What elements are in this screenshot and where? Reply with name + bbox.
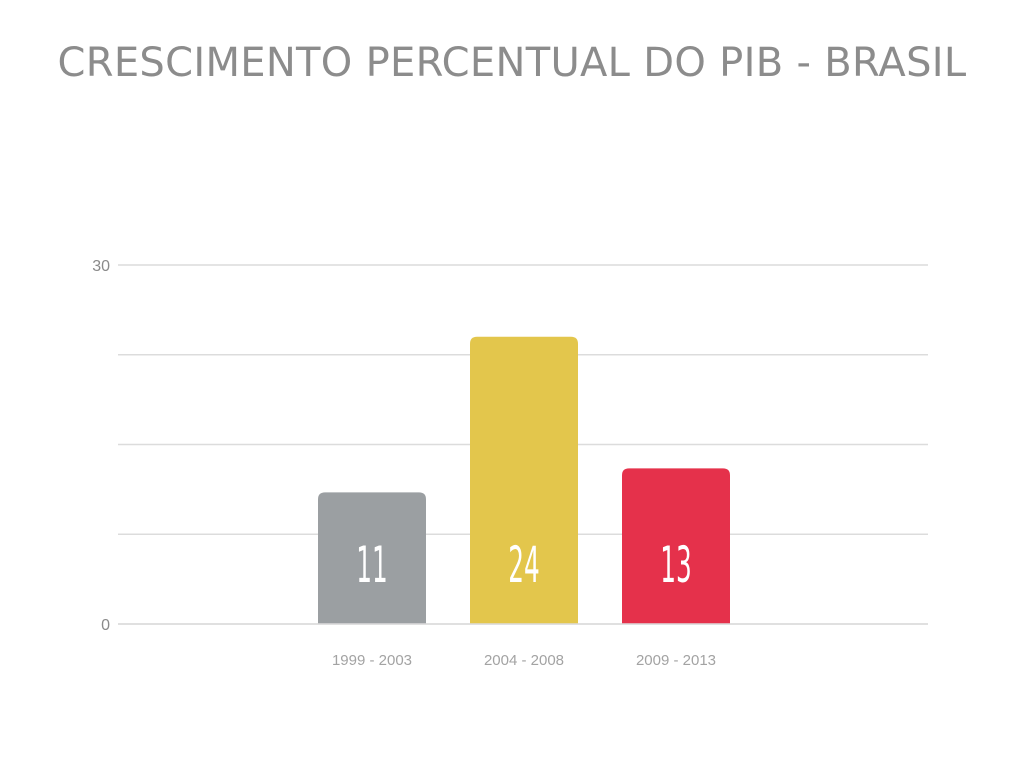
bar-value-label: 13 <box>660 536 692 594</box>
x-category-label: 2004 - 2008 <box>484 652 564 669</box>
y-tick-label: 30 <box>92 258 110 275</box>
x-category-label: 2009 - 2013 <box>636 652 716 669</box>
chart-title: CRESCIMENTO PERCENTUAL DO PIB - BRASIL <box>57 40 967 86</box>
bar <box>622 468 730 624</box>
bar <box>318 492 426 624</box>
x-category-label: 1999 - 2003 <box>332 652 412 669</box>
bar-value-label: 11 <box>356 536 388 594</box>
y-tick-label: 0 <box>101 617 110 634</box>
bar <box>470 336 578 624</box>
bar-value-label: 24 <box>508 536 540 594</box>
